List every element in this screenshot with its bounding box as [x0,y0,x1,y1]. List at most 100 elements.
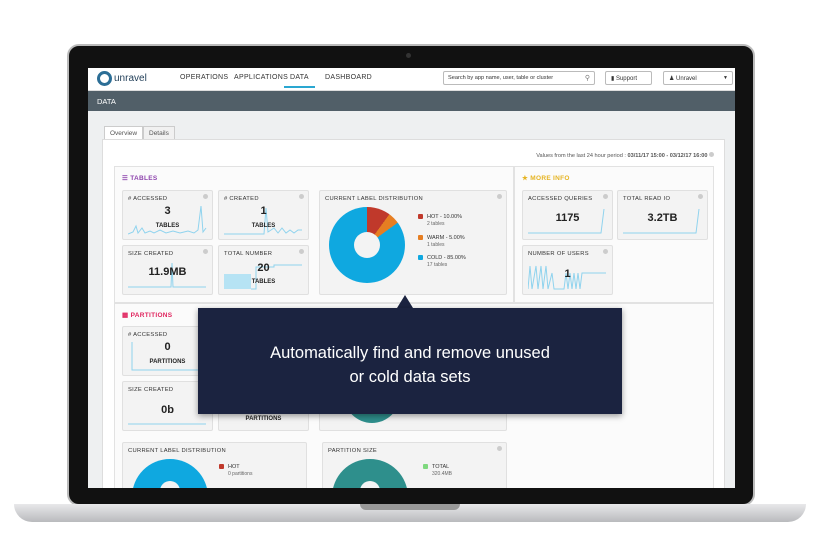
partitions-accessed-card: # ACCESSED 0 PARTITIONS [122,326,213,376]
info-icon [698,194,703,199]
period-prefix: Values from the last 24 hour period : [536,153,628,159]
hot-swatch [418,214,423,220]
card-unit: TABLES [251,223,276,229]
search-placeholder: Search by app name, user, table or clust… [448,75,554,81]
card-label: # ACCESSED [128,332,168,338]
number-of-users-card: NUMBER OF USERS 1 [522,245,613,295]
partitions-donut-chart [132,459,208,488]
card-label: # ACCESSED [128,196,168,202]
search-icon: ⚲ [584,75,590,82]
tables-title: ☰ TABLES [122,175,158,182]
chevron-down-icon: ▼ [723,75,728,81]
partition-size-card: PARTITION SIZE TOTAL 320.4MB [322,442,507,488]
warm-swatch [418,235,423,241]
donut-hole [354,232,380,258]
tooltip-line-1: Automatically find and remove unused [270,344,550,362]
partitions-title: ▦ PARTITIONS [122,311,172,319]
sparkline [623,208,700,234]
app-screen: unravel OPERATIONS APPLICATIONS DATA DAS… [88,68,735,488]
card-label: TOTAL READ IO [623,196,671,202]
user-label: Unravel [676,76,697,82]
card-unit: PARTITIONS [245,416,282,422]
nav-operations[interactable]: OPERATIONS [180,74,229,81]
info-icon [497,446,502,451]
card-label: PARTITION SIZE [328,448,378,454]
tooltip-line-2: or cold data sets [349,368,471,386]
card-label: CURRENT LABEL DISTRIBUTION [325,196,423,202]
tooltip-arrow [397,295,413,308]
sparkline [128,206,207,235]
legend-label: WARM - 5.00% [427,235,465,241]
partitions-size-created-card: SIZE CREATED 0b [122,381,213,431]
legend-cold: COLD - 85.00% 17 tables [418,255,466,269]
legend-sub: 1 tables [427,242,445,248]
page-header: DATA [88,91,735,111]
card-value: 0 [164,341,171,353]
card-value: 3.2TB [647,212,678,224]
support-label: Support [615,76,637,82]
callout-tooltip: Automatically find and remove unused or … [198,308,622,414]
laptop-base [14,504,806,522]
card-unit: TABLES [155,223,180,229]
card-value: 11.9MB [148,266,187,278]
tab-details[interactable]: Details [143,126,175,140]
accessed-queries-card: ACCESSED QUERIES 1175 [522,190,613,240]
period-range: 03/11/17 15:00 - 03/12/17 16:00 [627,153,708,159]
legend-sub: 17 tables [427,262,448,268]
search-input[interactable]: Search by app name, user, table or clust… [443,71,595,85]
tables-total-number-card: TOTAL NUMBER 20 TABLES [218,245,309,295]
card-label: # CREATED [224,196,259,202]
nav-data[interactable]: DATA [284,74,315,88]
page-title: DATA [97,97,116,106]
legend-sub: 320.4MB [432,471,453,477]
legend-hot: HOT 0 partitions [219,464,252,478]
card-label: ACCESSED QUERIES [528,196,593,202]
tables-created-card: # CREATED 1 TABLES [218,190,309,240]
info-icon [709,152,714,157]
legend-label: HOT [228,464,240,470]
nav-applications[interactable]: APPLICATIONS [234,74,289,81]
label-donut-chart [329,207,405,283]
legend-sub: 0 partitions [228,471,253,477]
sparkline [131,342,208,371]
info-icon [299,194,304,199]
support-button[interactable]: ▮ Support [605,71,652,85]
sparkline [128,262,206,288]
sparkline [528,265,606,290]
tables-section: ☰ TABLES # ACCESSED 3 TABLES # CREATED 1… [114,166,514,303]
legend-label: TOTAL [432,464,450,470]
more-info-title-text: MORE INFO [530,175,570,182]
top-nav: unravel OPERATIONS APPLICATIONS DATA DAS… [88,68,735,91]
card-value: 1175 [555,212,580,224]
laptop-notch [360,504,460,510]
info-icon [203,249,208,254]
card-value: 20 [257,262,270,274]
user-icon: ♟ [669,76,677,82]
tables-accessed-card: # ACCESSED 3 TABLES [122,190,213,240]
info-icon [497,194,502,199]
tab-overview[interactable]: Overview [104,126,144,140]
tables-label-distribution-card: CURRENT LABEL DISTRIBUTION HOT - 10.00% 2… [319,190,507,295]
nav-dashboard[interactable]: DASHBOARD [325,74,373,81]
user-menu[interactable]: ♟ Unravel ▼ [663,71,733,85]
megaphone-icon: ▮ [611,76,616,82]
camera [406,53,411,58]
tables-title-text: TABLES [130,175,158,182]
more-info-section: ★ MORE INFO ACCESSED QUERIES 1175 TOTAL … [514,166,714,303]
sparkline [528,208,605,234]
sparkline [128,423,206,425]
info-icon [603,249,608,254]
cold-swatch [418,255,423,261]
unravel-logo-icon [97,71,112,86]
card-label: TOTAL NUMBER [224,251,273,257]
donut-hole [160,481,180,488]
card-label: SIZE CREATED [128,387,174,393]
partition-size-donut [332,459,408,488]
more-info-title: ★ MORE INFO [522,174,570,182]
legend-label: HOT - 10.00% [427,214,463,220]
card-label: NUMBER OF USERS [528,251,589,257]
legend-hot: HOT - 10.00% 2 tables [418,214,462,228]
donut-hole [360,481,380,488]
partitions-title-text: PARTITIONS [130,312,173,319]
card-value: 0b [161,404,174,416]
